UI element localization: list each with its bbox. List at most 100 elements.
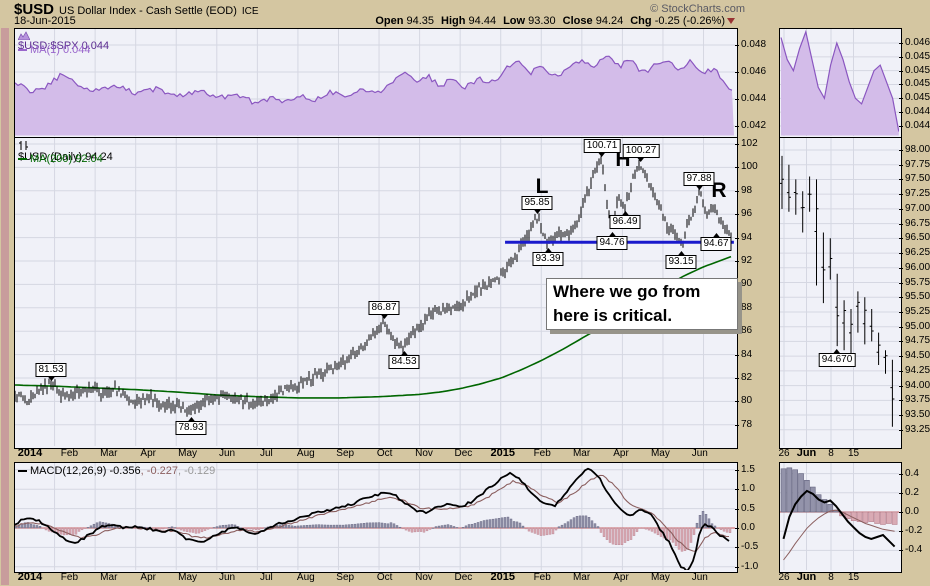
callout-pointer-icon [608, 232, 616, 237]
price-callout: 94.67 [700, 233, 732, 251]
y-axis-label: 94.00 [905, 380, 930, 391]
y-axis-label: 102 [741, 138, 758, 149]
y-axis-label: 97.50 [905, 173, 930, 184]
y-axis-tick [899, 194, 903, 195]
y-axis-tick [735, 191, 739, 192]
chart-header: $USD US Dollar Index - Cash Settle (EOD) I… [14, 1, 259, 19]
x-axis-day-label: Jun [796, 447, 817, 459]
y-axis-label: 92 [741, 255, 753, 266]
price-callout: 95.85 [521, 196, 553, 214]
x-axis-month-label: Apr [140, 448, 156, 459]
y-axis-tick [899, 165, 903, 166]
callout-pointer-icon [677, 251, 685, 256]
y-axis-tick [899, 57, 903, 58]
ma200-line-icon [18, 158, 27, 161]
mini-ratio-plot [780, 29, 899, 136]
x-axis-month-label: Apr [140, 572, 156, 583]
y-axis-tick [735, 214, 739, 215]
x-axis-day-label: 26 [778, 448, 790, 459]
ma1-legend-label: MA(1) 0.044 [30, 44, 91, 56]
y-axis-label: 0.0 [905, 506, 919, 517]
y-axis-tick [899, 327, 903, 328]
x-axis-month-label: Nov [415, 448, 433, 459]
x-axis-month-label: Jul [259, 572, 273, 583]
mini-macd-panel [779, 462, 902, 573]
y-axis-label: 0.0 [741, 522, 755, 533]
y-axis-tick [899, 415, 903, 416]
y-axis-label: 94.25 [905, 365, 930, 376]
macd-hist-value: , -0.129 [177, 465, 216, 477]
y-axis-tick [899, 356, 903, 357]
y-axis-label: 94.50 [905, 350, 930, 361]
x-axis-month-label: Mar [572, 572, 591, 583]
y-axis-label: 0.046 [741, 66, 767, 77]
high-label: High [441, 15, 466, 27]
y-axis-label: -0.5 [741, 541, 759, 552]
y-axis-tick [899, 474, 903, 475]
y-axis-tick [899, 126, 903, 127]
quote-bar: Open 94.35 High 94.44 Low 93.30 Close 94.24… [375, 15, 735, 27]
y-axis-label: 82 [741, 372, 753, 383]
y-axis-label: 0.0448 [905, 106, 930, 117]
price-callout: 93.15 [665, 251, 697, 269]
y-axis-tick [899, 400, 903, 401]
macd-legend: MACD(12,26,9) -0.356, -0.227, -0.129 [18, 465, 215, 477]
x-axis-month-label: Sep [336, 448, 355, 459]
high-value: 94.44 [468, 15, 497, 27]
x-axis-day-label: 15 [847, 448, 860, 459]
x-axis-month-label: 2014 [17, 447, 43, 459]
macd-main-line [15, 467, 730, 570]
macd-chart-plot [15, 463, 735, 570]
x-axis-month-label: Mar [572, 448, 591, 459]
y-axis-label: 84 [741, 349, 753, 360]
y-axis-tick [899, 341, 903, 342]
y-axis-tick [899, 297, 903, 298]
y-axis-label: 0.0457 [905, 51, 930, 62]
y-axis-tick [899, 493, 903, 494]
y-axis-label: 93.75 [905, 394, 930, 405]
y-axis-tick [735, 261, 739, 262]
head-shoulders-letter-r: R [711, 179, 727, 202]
ohlc-bars-icon [19, 141, 28, 150]
x-axis-month-label: Feb [533, 448, 551, 459]
y-axis-tick [899, 84, 903, 85]
callout-pointer-icon [380, 314, 388, 319]
y-axis-tick [899, 550, 903, 551]
ticker-symbol: $USD [14, 1, 55, 18]
price-callout: 78.93 [175, 417, 207, 435]
x-axis-month-label: Jun [218, 448, 236, 459]
price-callout: 84.53 [388, 351, 420, 369]
y-axis-tick [735, 331, 739, 332]
x-axis-month-label: 2015 [490, 447, 516, 459]
y-axis-label: 0.044 [741, 93, 767, 104]
x-axis-month-label: May [178, 448, 198, 459]
y-axis-tick [735, 99, 739, 100]
callout-pointer-icon [47, 376, 55, 381]
low-label: Low [503, 15, 526, 27]
ratio-panel [14, 28, 738, 139]
mini-ratio-panel [779, 28, 902, 139]
x-axis-month-label: 2014 [17, 571, 43, 583]
x-axis-day-label: Jun [796, 571, 817, 583]
price-callout: 81.53 [35, 363, 67, 381]
ma200-legend: MA(200) 92.04 [18, 153, 103, 165]
y-axis-label: 93.25 [905, 424, 930, 435]
y-axis-tick [735, 567, 739, 568]
macd-signal-value: , -0.227 [140, 465, 178, 477]
x-axis-month-label: Sep [336, 572, 355, 583]
chg-value: -0.25 (-0.26%) [654, 15, 725, 27]
y-axis-tick [899, 238, 903, 239]
callout-pointer-icon [833, 349, 841, 354]
y-axis-label: -0.2 [905, 525, 923, 536]
head-shoulders-letter-l: L [535, 175, 549, 198]
y-axis-tick [899, 253, 903, 254]
y-axis-label: 95.00 [905, 321, 930, 332]
callout-pointer-icon [695, 185, 703, 190]
callout-pointer-icon [544, 248, 552, 253]
x-axis-month-label: Jun [691, 448, 708, 459]
annotation-text-box: Where we go from here is critical. [546, 278, 738, 330]
y-axis-tick [899, 312, 903, 313]
x-axis-month-label: Mar [100, 448, 118, 459]
y-axis-tick [899, 112, 903, 113]
